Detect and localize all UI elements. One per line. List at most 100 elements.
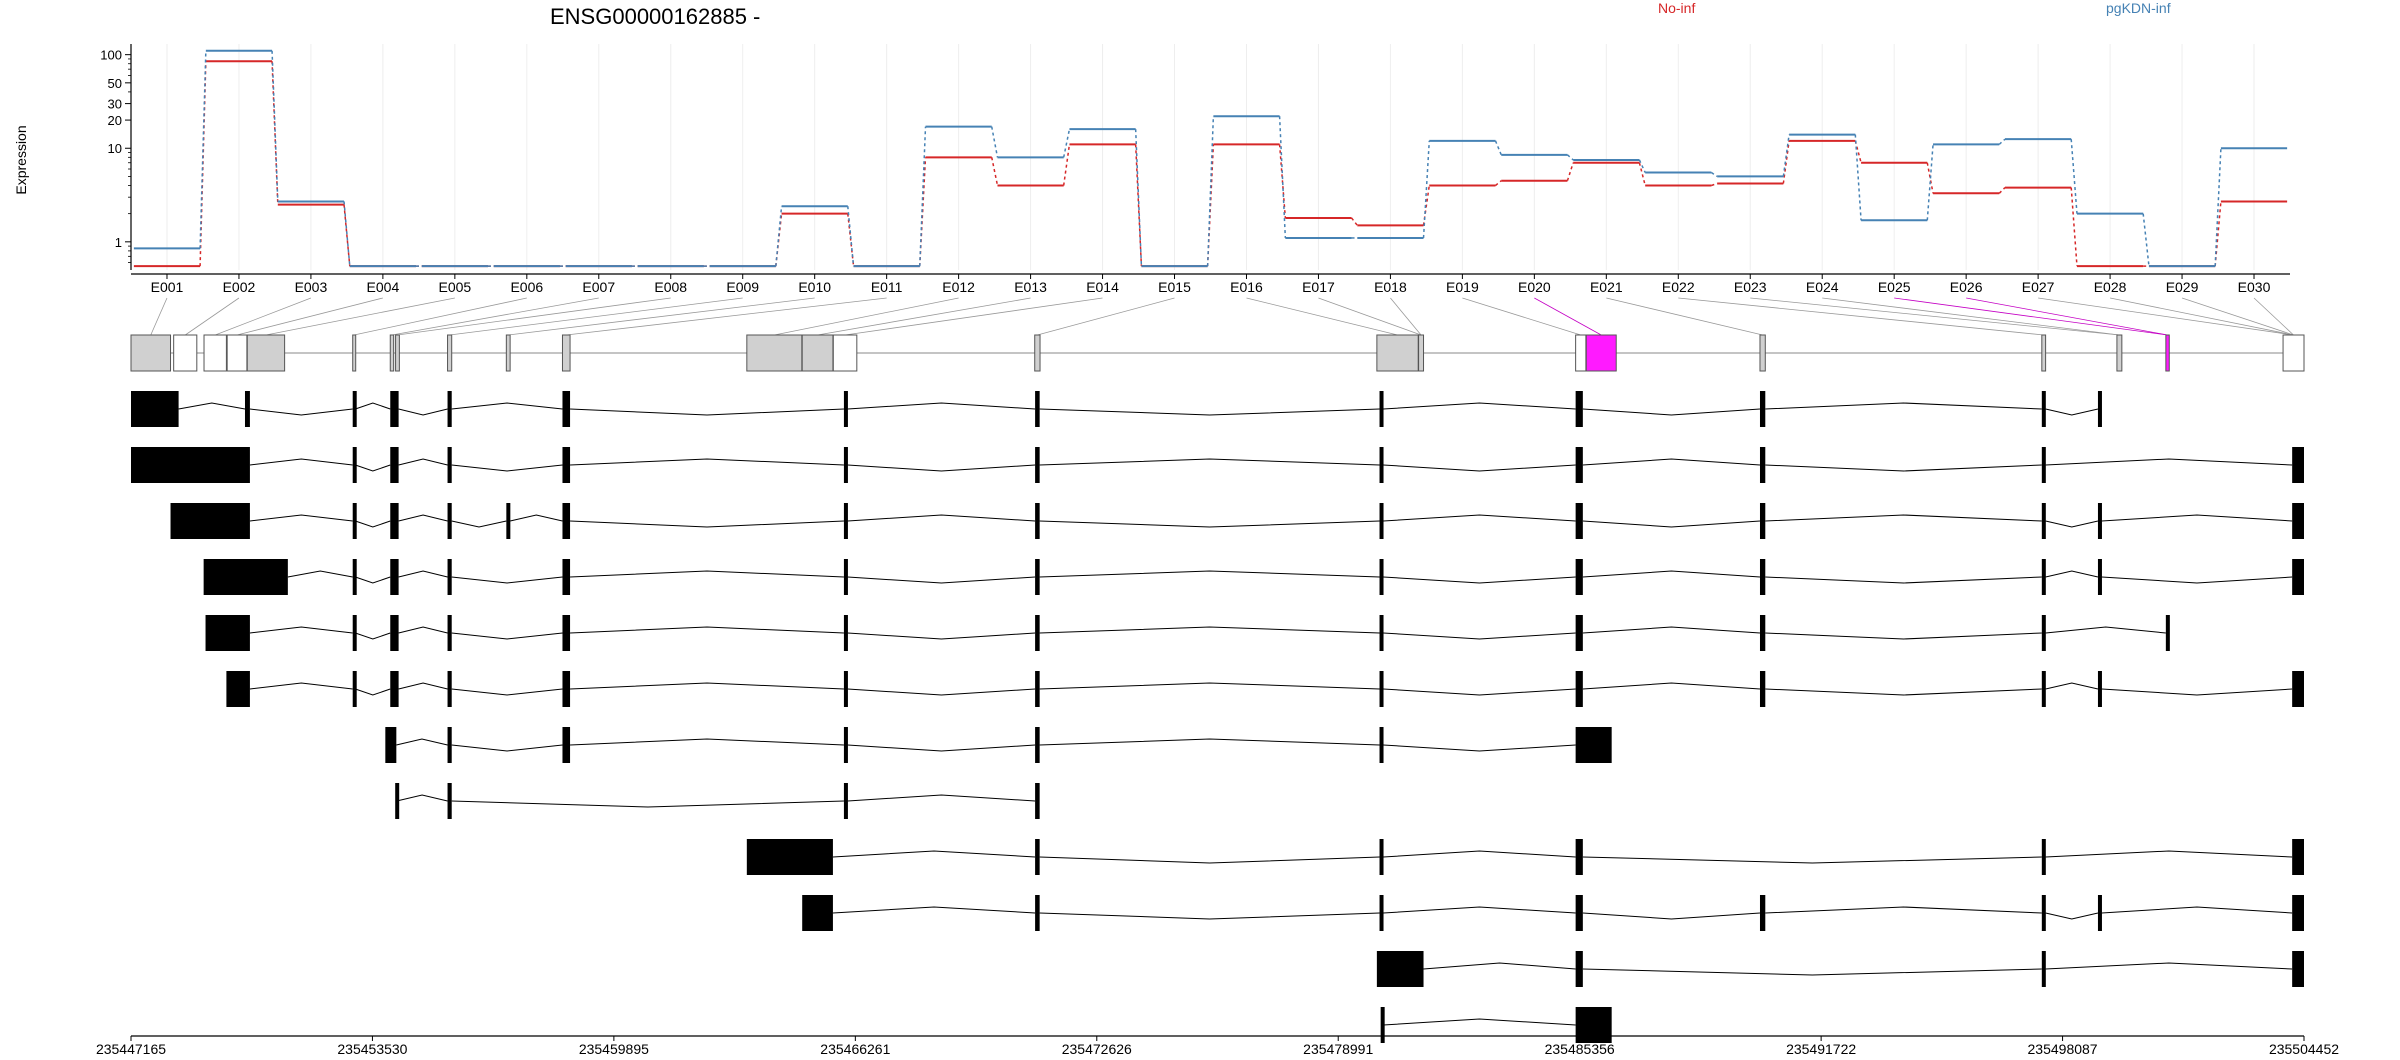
intron [1039,738,1380,746]
coordinate-label: 235491722 [1786,1041,1856,1057]
transcript-exon [1759,559,1766,595]
coordinate-label: 235478991 [1303,1041,1373,1057]
intron [1582,856,2042,864]
intron [451,464,563,472]
transcript-exon [2041,447,2046,483]
coordinate-label: 235453530 [337,1041,407,1057]
transcript-exon [562,615,571,651]
transcript-exon [1759,671,1766,707]
intron [1765,402,2042,410]
genomic-coordinate-axis: 235447165 235453530 235459895 235466261 2354… [96,1035,2339,1057]
transcript-exon [1035,839,1040,875]
coordinate-label: 235498087 [2028,1041,2098,1057]
intron [1039,912,1380,920]
exon-label: E013 [1014,279,1047,295]
transcript-exon [203,559,288,595]
transcript-exon [352,671,357,707]
series-connector [2142,213,2150,267]
transcript-exon [2041,391,2046,427]
transcript-exon [1759,447,1766,483]
series-connector [847,206,855,267]
intron [1039,458,1380,466]
intron [1383,850,1576,858]
transcript-exon [447,391,452,427]
intron [2045,682,2099,690]
transcript-exon [352,503,357,539]
exon-connector [1037,297,1175,336]
intron [1582,570,1761,578]
series-connector [1854,134,1862,221]
exon-connector [265,297,455,336]
transcript-exon [2097,671,2102,707]
transcript-exon [1379,503,1384,539]
intron [1582,912,1761,920]
exon-bin [1759,334,1766,372]
series-connector [1854,140,1862,163]
transcript-exon [1379,559,1384,595]
transcript-exon [352,615,357,651]
exon-bin [801,334,834,372]
exon-label: E002 [223,279,256,295]
series-connector [343,204,351,267]
exon-connector [2110,297,2294,336]
exon-label: E008 [654,279,687,295]
transcript-exon [2292,503,2304,539]
transcript-exon [2097,895,2102,931]
intron [570,458,844,466]
y-tick-label: 10 [108,141,122,156]
transcript-exon [843,391,848,427]
transcript-exon [2041,503,2046,539]
transcript-exon [562,391,571,427]
transcript-exon [1035,727,1040,763]
transcript-exon [2041,615,2046,651]
series-connector [1206,116,1215,267]
intron [398,682,448,690]
coordinate-label: 235504452 [2269,1041,2339,1057]
series-connector [2214,201,2222,267]
transcript-exon [1575,1007,1612,1043]
exon-connector [185,297,240,336]
transcript-exon [2041,951,2046,987]
intron [178,402,246,410]
exon-connector [1678,297,2044,336]
transcript-exon [1380,1007,1385,1043]
intron [1765,514,2042,522]
exon-connector [2038,297,2294,336]
intron [398,570,448,578]
transcript-exon [385,727,397,763]
series-connector [1782,134,1790,177]
intron [451,800,844,808]
series-connector [1062,128,1071,158]
intron [1383,688,1576,696]
exon-label: E030 [2238,279,2271,295]
intron [847,576,1036,584]
y-axis-label: Expression [13,125,29,194]
transcript-row [385,727,1612,763]
intron [249,458,353,466]
transcript-exon [2041,839,2046,875]
intron [1765,906,2042,914]
exon-label: E019 [1446,279,1479,295]
transcript-exon [562,671,571,707]
coordinate-label: 235459895 [579,1041,649,1057]
exon-label: E021 [1590,279,1623,295]
intron [396,794,448,802]
exon-bin [203,334,227,372]
transcript-exon [1575,727,1612,763]
exon-bin [2165,334,2170,372]
transcript-exon [352,447,357,483]
transcript-exon [447,783,452,819]
gridlines [166,44,2255,270]
exon-label: E029 [2166,279,2199,295]
exon-connector [1534,297,1602,336]
exon-bin [2041,334,2047,372]
exon-label: E005 [438,279,471,295]
exon-bin [1376,334,1419,372]
exon-connector [1822,297,2120,336]
exon-bin [505,334,511,372]
exon-bin [746,334,803,372]
exon-connector [1966,297,2168,336]
exon-label: E027 [2022,279,2055,295]
transcript-exon [1035,391,1040,427]
transcript-exon [1575,671,1583,707]
